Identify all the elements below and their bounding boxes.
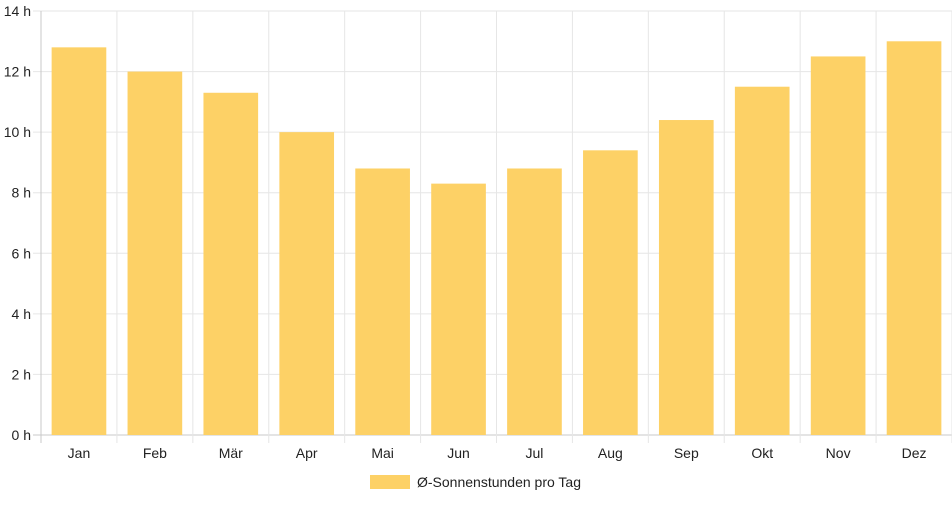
x-tick-label: Dez xyxy=(902,445,927,461)
bar-mär[interactable] xyxy=(203,92,259,436)
y-axis-ticks: 0 h 2 h 4 h 6 h 8 h 10 h 12 h 14 h xyxy=(4,3,31,443)
bar-okt[interactable] xyxy=(734,86,790,435)
y-tick-label: 8 h xyxy=(12,185,31,201)
x-tick-label: Aug xyxy=(598,445,623,461)
x-tick-label: Apr xyxy=(296,445,318,461)
bar-dez[interactable] xyxy=(886,41,942,436)
x-tick-label: Jan xyxy=(68,445,91,461)
bar-sep[interactable] xyxy=(658,120,714,436)
y-tick-label: 0 h xyxy=(12,427,31,443)
y-tick-label: 2 h xyxy=(12,366,31,382)
bar-jul[interactable] xyxy=(507,168,562,435)
x-tick-label: Jul xyxy=(526,445,544,461)
y-tick-label: 4 h xyxy=(12,306,31,322)
bar-jun[interactable] xyxy=(431,183,486,435)
bar-feb[interactable] xyxy=(127,71,183,436)
y-tick-label: 10 h xyxy=(4,124,31,140)
bars xyxy=(51,41,942,436)
legend-label[interactable]: Ø-Sonnenstunden pro Tag xyxy=(417,474,581,490)
grid xyxy=(33,10,952,443)
x-axis-ticks: Jan Feb Mär Apr Mai Jun Jul Aug Sep Okt Nov Dez xyxy=(68,445,927,461)
legend-swatch[interactable] xyxy=(370,475,410,489)
y-tick-label: 14 h xyxy=(4,3,31,19)
x-tick-label: Jun xyxy=(447,445,470,461)
bar-nov[interactable] xyxy=(810,56,866,436)
x-tick-label: Okt xyxy=(751,445,773,461)
x-tick-label: Mai xyxy=(371,445,394,461)
bar-mai[interactable] xyxy=(355,168,410,435)
x-tick-label: Mär xyxy=(219,445,243,461)
x-tick-label: Sep xyxy=(674,445,699,461)
legend[interactable]: Ø-Sonnenstunden pro Tag xyxy=(370,474,581,490)
bar-aug[interactable] xyxy=(583,150,638,436)
x-tick-label: Feb xyxy=(143,445,167,461)
y-tick-label: 12 h xyxy=(4,64,31,80)
bar-jan[interactable] xyxy=(51,47,107,435)
x-tick-label: Nov xyxy=(826,445,851,461)
bar-apr[interactable] xyxy=(279,132,335,435)
y-tick-label: 6 h xyxy=(12,245,31,261)
